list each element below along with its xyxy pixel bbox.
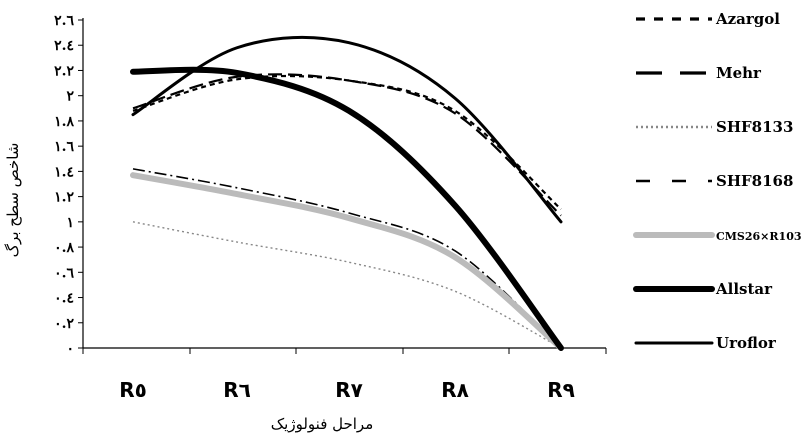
y-axis: ٠ ٠.٢ ٠.٤ ٠.٦ ٠.٨ ١ ١.٢ ١.٤ ١.٦ ١.٨ ٢ ٢.٢ ٢.٤ ٢.٦ <box>54 13 84 357</box>
x-axis-title: مراحل فنولوژیک <box>271 415 374 433</box>
y-tick-label: ٢.٦ <box>54 13 74 29</box>
y-tick-label: ٢ <box>66 89 74 105</box>
legend: Azargol Mehr SHF8133 SHF8168 CMS26×R103 Allst… <box>633 10 802 352</box>
y-tick-label: ١.٨ <box>54 114 74 130</box>
y-tick-label: ٠.٢ <box>54 316 74 332</box>
x-tick-label: R٧ <box>335 378 363 402</box>
legend-label: Azargol <box>715 10 780 28</box>
legend-label: Mehr <box>716 64 762 82</box>
series-layer <box>130 35 564 351</box>
series-line-shf8168 <box>132 168 562 349</box>
y-tick-label: ٠.٨ <box>54 240 74 256</box>
y-tick-label: ١.٦ <box>54 139 74 155</box>
series-line-allstar <box>130 66 564 351</box>
y-tick-label: ١.٢ <box>54 190 74 206</box>
x-tick-label: R٥ <box>119 378 147 402</box>
y-axis-title: شاخص سطح برگ <box>4 143 22 258</box>
series-line-mehr <box>132 73 562 217</box>
y-tick-label: ٢.٢ <box>54 63 74 79</box>
legend-label: Uroflor <box>716 334 777 352</box>
y-tick-label: ٠ <box>66 341 74 357</box>
y-tick-label: ٠.٤ <box>54 291 74 307</box>
y-tick-label: ٢.٤ <box>54 38 74 54</box>
x-tick-label: R٩ <box>547 378 575 402</box>
series-line-shf8133 <box>132 221 562 349</box>
legend-label: CMS26×R103 <box>716 230 802 243</box>
series-line-cms26-r103 <box>130 172 564 351</box>
x-tick-label: R٦ <box>223 378 251 402</box>
legend-label: Allstar <box>715 280 773 298</box>
x-axis: R٥ R٦ R٧ R٨ R٩ <box>82 347 607 402</box>
y-tick-label: ٠.٦ <box>54 265 74 281</box>
series-line-uroflor <box>131 35 563 224</box>
legend-label: SHF8168 <box>716 172 793 190</box>
x-tick-label: R٨ <box>441 378 469 402</box>
y-tick-label: ١ <box>66 215 74 231</box>
y-tick-label: ١.٤ <box>54 164 74 180</box>
legend-label: SHF8133 <box>716 118 793 136</box>
